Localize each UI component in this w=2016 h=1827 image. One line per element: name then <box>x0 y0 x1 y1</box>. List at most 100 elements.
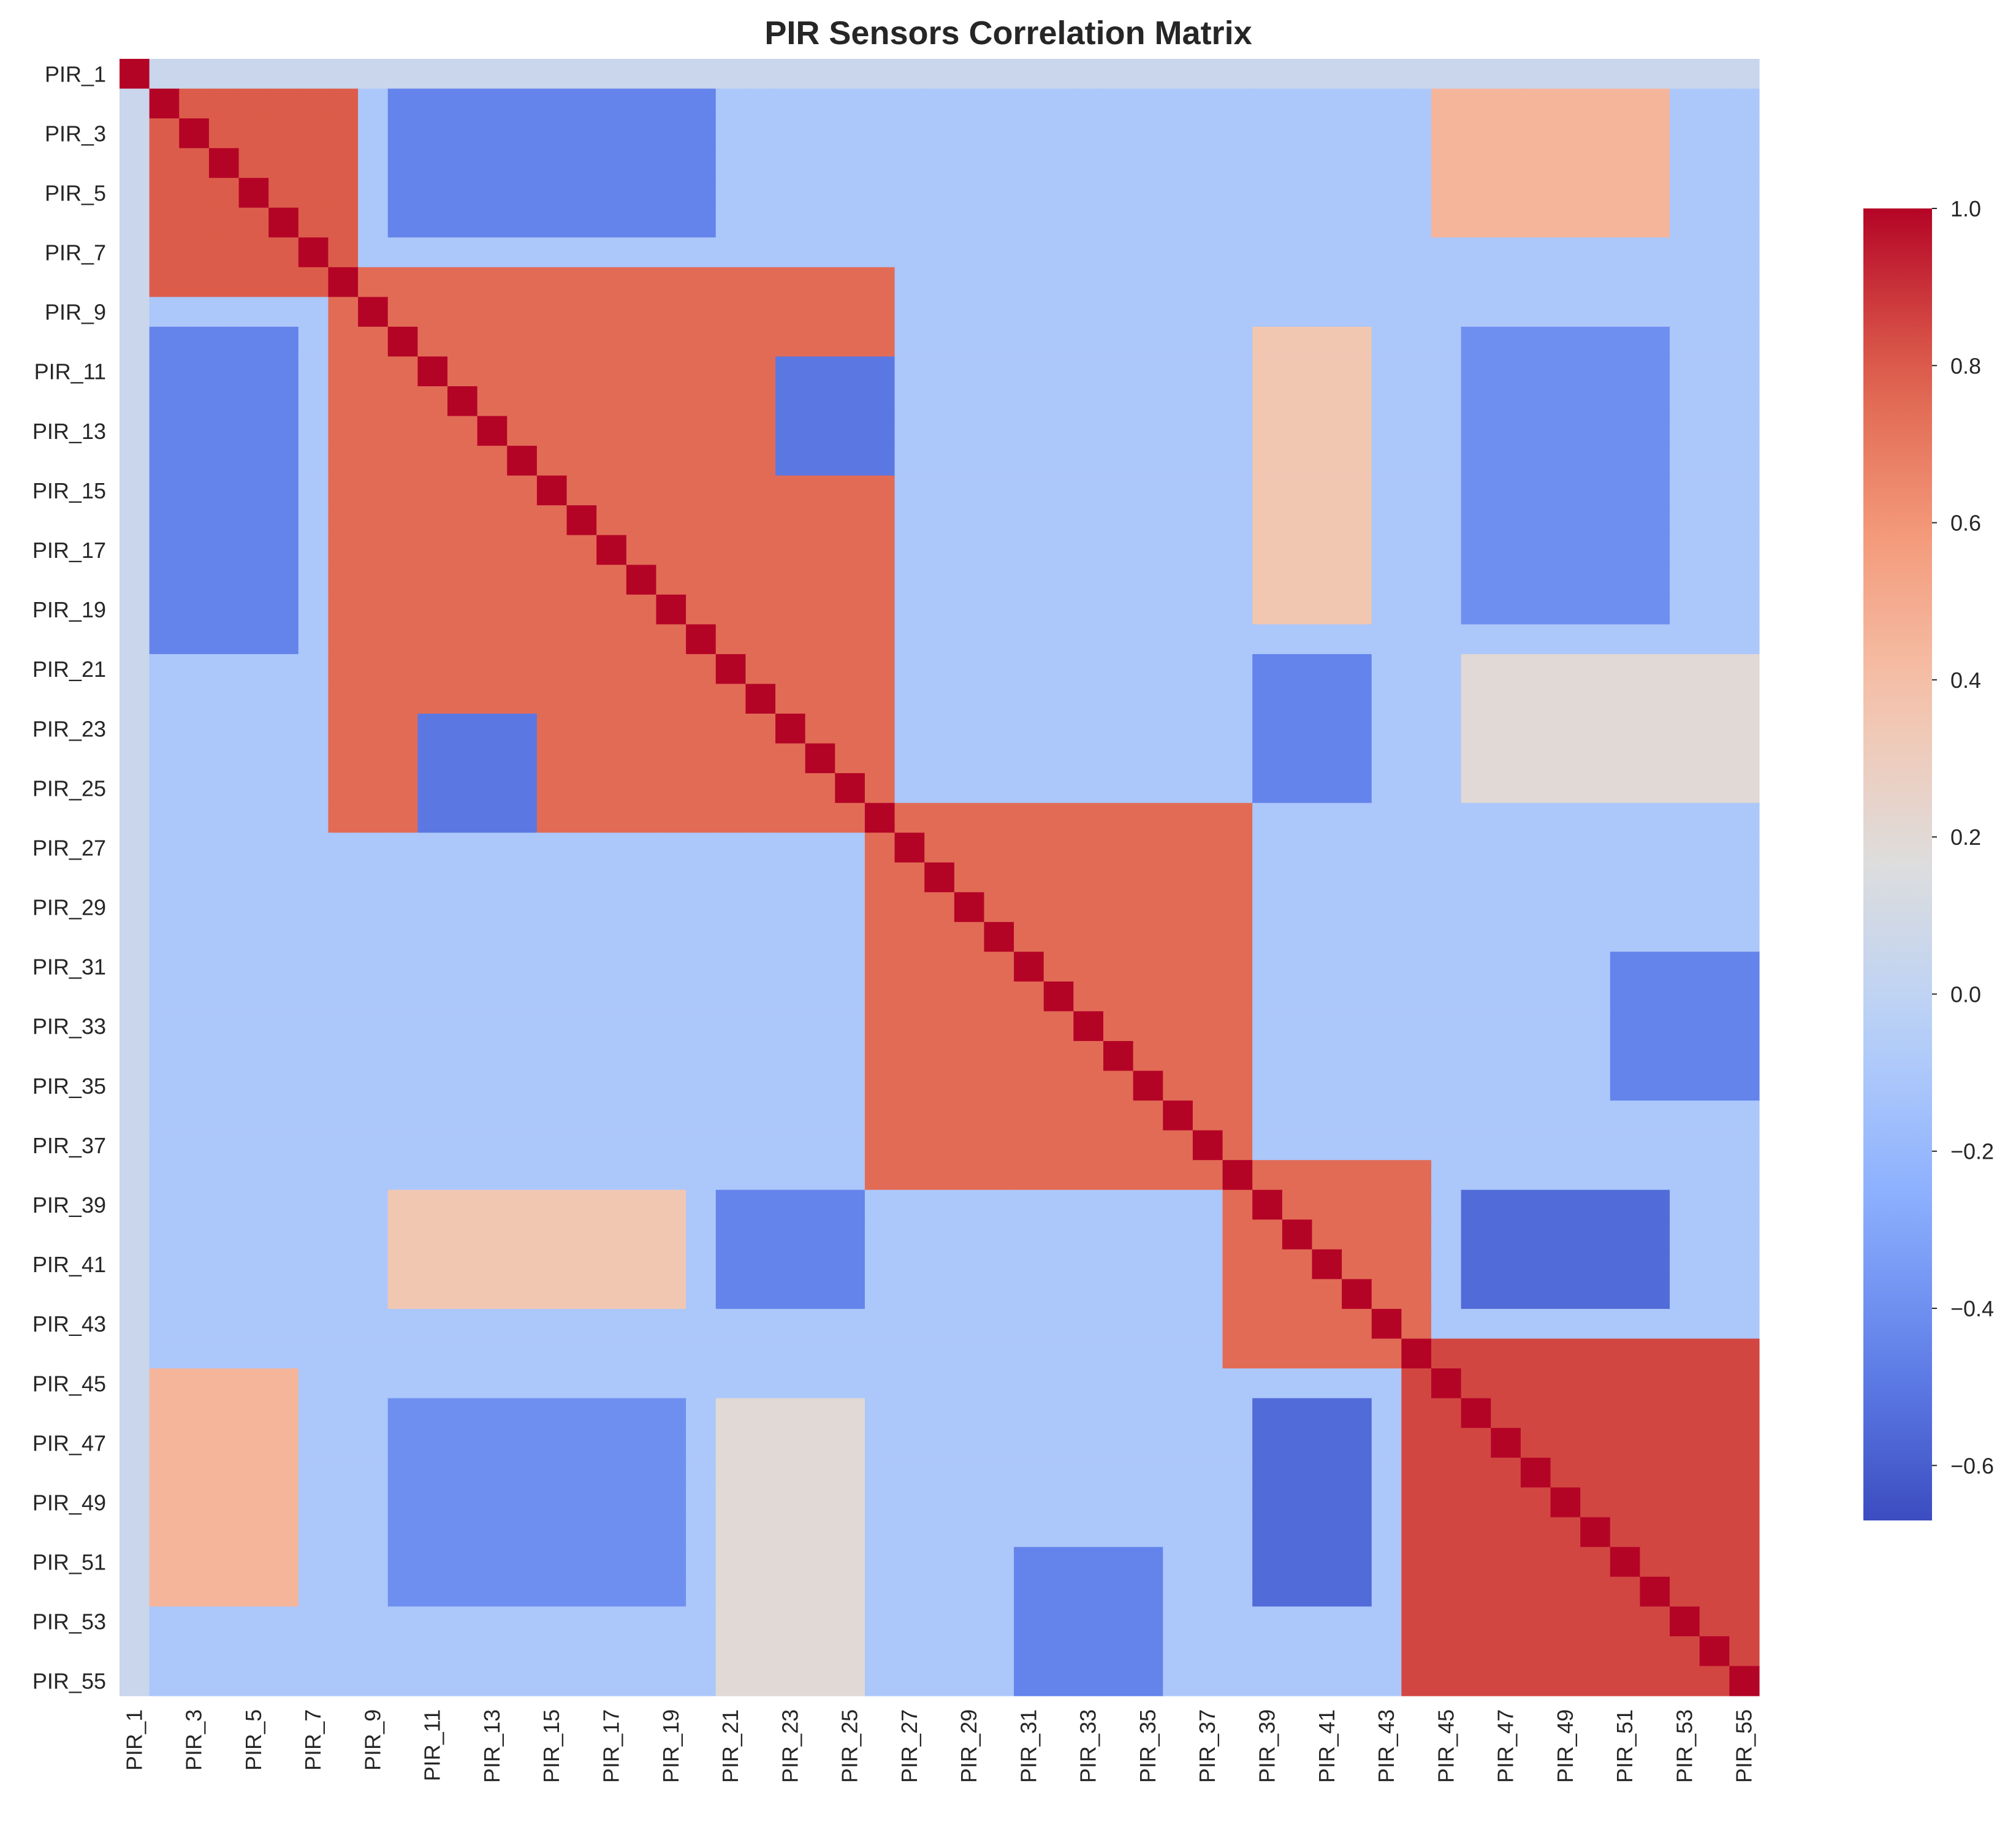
heatmap-cell <box>1043 684 1074 714</box>
heatmap-cell <box>1312 1338 1342 1369</box>
heatmap-cell <box>1282 1398 1313 1428</box>
heatmap-cell <box>120 416 150 446</box>
heatmap-cell <box>686 624 717 655</box>
heatmap-cell <box>149 446 180 476</box>
heatmap-cell <box>268 594 299 625</box>
heatmap-cell <box>328 148 359 178</box>
heatmap-cell <box>954 1428 985 1459</box>
heatmap-cell <box>835 803 865 833</box>
heatmap-cell <box>1103 1547 1134 1577</box>
heatmap-cell <box>1729 892 1760 923</box>
heatmap-cell <box>447 1160 478 1191</box>
heatmap-cell <box>358 446 389 476</box>
heatmap-cell <box>1192 505 1223 536</box>
heatmap-cell <box>1043 1041 1074 1072</box>
heatmap-cell <box>1670 1368 1700 1399</box>
heatmap-cell <box>984 1160 1014 1191</box>
heatmap-cell <box>238 416 269 446</box>
heatmap-cell <box>120 1338 150 1369</box>
heatmap-cell <box>1133 1398 1163 1428</box>
heatmap-cell <box>1103 1011 1134 1042</box>
heatmap-cell <box>1729 565 1760 595</box>
heatmap-cell <box>596 1487 627 1518</box>
heatmap-cell <box>1580 892 1611 923</box>
heatmap-cell <box>1133 326 1163 357</box>
heatmap-cell <box>715 475 746 506</box>
heatmap-cell <box>1222 297 1253 327</box>
heatmap-cell <box>1550 1457 1581 1488</box>
heatmap-cell <box>149 862 180 893</box>
heatmap-cell <box>775 88 806 119</box>
heatmap-cell <box>805 148 835 178</box>
heatmap-cell <box>954 1100 985 1131</box>
heatmap-cell <box>1401 1428 1432 1459</box>
heatmap-cell <box>1312 237 1342 268</box>
heatmap-cell <box>1192 1279 1223 1310</box>
heatmap-cell <box>1431 1487 1462 1518</box>
heatmap-cell <box>864 505 896 536</box>
heatmap-cell <box>1342 1487 1372 1518</box>
heatmap-cell <box>238 88 269 119</box>
heatmap-cell <box>1282 237 1313 268</box>
heatmap-cell <box>507 1219 538 1250</box>
heatmap-cell <box>387 833 418 863</box>
heatmap-cell <box>1133 178 1163 208</box>
heatmap-cell <box>1431 773 1462 804</box>
heatmap-cell <box>1014 1160 1044 1191</box>
heatmap-cell <box>1014 356 1044 387</box>
heatmap-cell <box>1043 1130 1074 1161</box>
heatmap-cell <box>1133 1100 1163 1131</box>
heatmap-cell <box>1043 892 1074 923</box>
heatmap-cell <box>268 1576 299 1607</box>
heatmap-cell <box>596 1041 627 1072</box>
heatmap-cell <box>1252 1428 1283 1459</box>
heatmap-cell <box>507 654 538 685</box>
heatmap-cell <box>1640 684 1670 714</box>
heatmap-cell <box>1282 59 1313 90</box>
heatmap-cell <box>120 148 150 178</box>
heatmap-cell <box>149 356 180 387</box>
heatmap-cell <box>328 654 359 685</box>
heatmap-cell <box>1252 1070 1283 1101</box>
heatmap-cell <box>924 178 955 208</box>
heatmap-cell <box>1043 118 1074 149</box>
heatmap-cell <box>954 88 985 119</box>
colorbar-tick-label: −0.4 <box>1950 1296 1994 1321</box>
heatmap-cell <box>1371 1041 1402 1072</box>
heatmap-cell <box>1371 416 1402 446</box>
heatmap-cell <box>835 1100 865 1131</box>
heatmap-cell <box>1610 1070 1641 1101</box>
heatmap-cell <box>1103 1606 1134 1637</box>
heatmap-cell <box>120 505 150 536</box>
heatmap-cell <box>984 118 1014 149</box>
heatmap-cell <box>1282 654 1313 685</box>
heatmap-cell <box>745 1666 776 1696</box>
heatmap-cell <box>120 1011 150 1042</box>
heatmap-cell <box>298 148 329 178</box>
heatmap-cell <box>477 892 508 923</box>
heatmap-cell <box>805 1428 835 1459</box>
heatmap-cell <box>984 88 1014 119</box>
y-tick-label: PIR_29 <box>32 895 106 920</box>
heatmap-cell <box>507 1666 538 1696</box>
heatmap-cell <box>358 1338 389 1369</box>
heatmap-cell <box>1192 1368 1223 1399</box>
heatmap-cell <box>1192 1576 1223 1607</box>
heatmap-cell <box>745 386 776 417</box>
heatmap-cell <box>1222 237 1253 268</box>
heatmap-cell <box>1729 178 1760 208</box>
colorbar-tick-label: 0.2 <box>1950 825 1981 850</box>
heatmap-cell <box>1699 148 1730 178</box>
heatmap-cell <box>447 356 478 387</box>
heatmap-cell <box>1431 1249 1462 1280</box>
heatmap-cell <box>1312 565 1342 595</box>
heatmap-cell <box>1610 1011 1641 1042</box>
heatmap-cell <box>1431 1189 1462 1220</box>
x-tick-label: PIR_9 <box>360 1709 385 1771</box>
heatmap-cell <box>1043 743 1074 774</box>
heatmap-cell <box>954 654 985 685</box>
heatmap-cell <box>149 1130 180 1161</box>
heatmap-cell <box>1401 475 1432 506</box>
heatmap-cell <box>179 118 210 149</box>
colorbar-tick-label: 0.0 <box>1950 982 1981 1007</box>
